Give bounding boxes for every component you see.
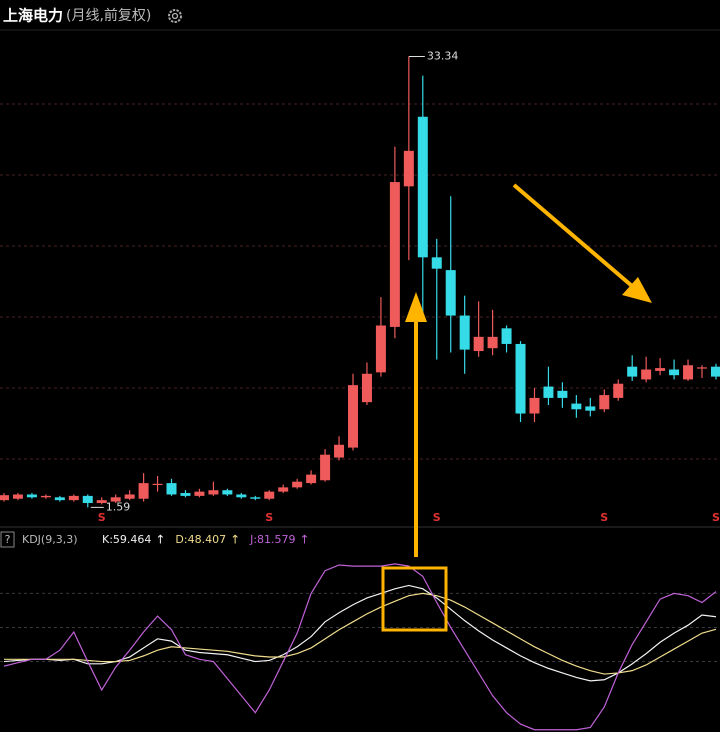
help-label: ?: [5, 533, 11, 546]
candle-body: [445, 270, 456, 316]
candle-body: [543, 386, 554, 398]
candle-body: [641, 369, 652, 380]
candle-body: [669, 369, 680, 376]
candle-body: [375, 325, 386, 373]
candle-body: [26, 494, 37, 498]
event-marker: S: [600, 511, 608, 524]
candle-body: [655, 368, 666, 371]
candle-body: [0, 495, 9, 501]
gear-inner: [171, 12, 179, 20]
candle-body: [250, 497, 261, 499]
legend-label: K:59.464: [102, 533, 151, 546]
candle-body: [683, 365, 694, 380]
candle-body: [710, 366, 720, 377]
candle-body: [459, 315, 470, 350]
candle-body: [292, 481, 303, 488]
legend-arrow: ↑: [300, 533, 310, 547]
candle-body: [515, 343, 526, 414]
candle-body: [529, 397, 540, 414]
arrow-head: [622, 277, 652, 303]
candle-body: [180, 493, 191, 496]
candle-body: [585, 406, 596, 411]
highlight-box: [381, 566, 448, 632]
candle-body: [348, 385, 358, 448]
candle-body: [68, 495, 79, 501]
candle-body: [110, 497, 121, 502]
event-marker: S: [712, 511, 720, 524]
candle-body: [613, 383, 624, 398]
low-label: 1.59: [106, 500, 131, 513]
candle-body: [138, 483, 149, 499]
candle-body: [431, 257, 442, 269]
candle-body: [487, 336, 498, 349]
candle-body: [96, 500, 107, 503]
candle-body: [320, 454, 331, 481]
kdj-line: [3, 563, 717, 731]
candle-body: [194, 491, 205, 496]
legend-arrow: ↑: [230, 533, 240, 547]
plot-layer: 33.341.59S S S S SK:59.464 ↑ D:48.407 ↑ J:81.579…: [0, 50, 720, 731]
candle-body: [627, 366, 638, 377]
arrow-head: [405, 292, 427, 322]
candle-body: [571, 403, 582, 410]
candle-body: [417, 116, 428, 258]
candle-body: [278, 487, 289, 492]
candle-body: [361, 373, 372, 403]
annotation-arrow: [512, 183, 634, 288]
candle-body: [557, 390, 568, 398]
indicator-title: KDJ(9,3,3): [22, 533, 78, 546]
kdj-line: [3, 584, 717, 682]
kdj-line: [4, 592, 717, 675]
event-marker: S: [98, 511, 106, 524]
candle-body: [264, 491, 275, 499]
candle-body: [599, 395, 610, 410]
settings-icon[interactable]: [168, 9, 182, 23]
candle-body: [501, 328, 512, 344]
high-label: 33.34: [427, 50, 459, 63]
event-marker: S: [433, 511, 441, 524]
legend-arrow: ↑: [155, 533, 165, 547]
candle-body: [236, 494, 247, 498]
candle-body: [82, 495, 93, 503]
legend-label: J:81.579: [249, 533, 295, 546]
candle-body: [124, 494, 135, 499]
candle-body: [306, 474, 317, 484]
candle-body: [334, 444, 345, 458]
candle-body: [389, 182, 400, 327]
candle-body: [54, 497, 65, 501]
chart-subtitle: (月线,前复权): [66, 7, 151, 24]
help-button[interactable]: [0, 531, 15, 548]
candle-body: [152, 483, 163, 486]
legend-label: D:48.407: [175, 533, 226, 546]
event-marker: S: [265, 511, 273, 524]
candle-body: [208, 490, 219, 495]
annotations: [381, 183, 652, 632]
candle-body: [473, 336, 484, 352]
candle-body: [697, 367, 707, 369]
candle-body: [40, 495, 51, 498]
candle-body: [166, 483, 177, 495]
candle-body: [12, 494, 23, 499]
chart-title: 上海电力: [3, 7, 63, 25]
gear-outer: [168, 9, 182, 23]
candle-body: [222, 490, 233, 495]
candle-body: [403, 150, 414, 187]
